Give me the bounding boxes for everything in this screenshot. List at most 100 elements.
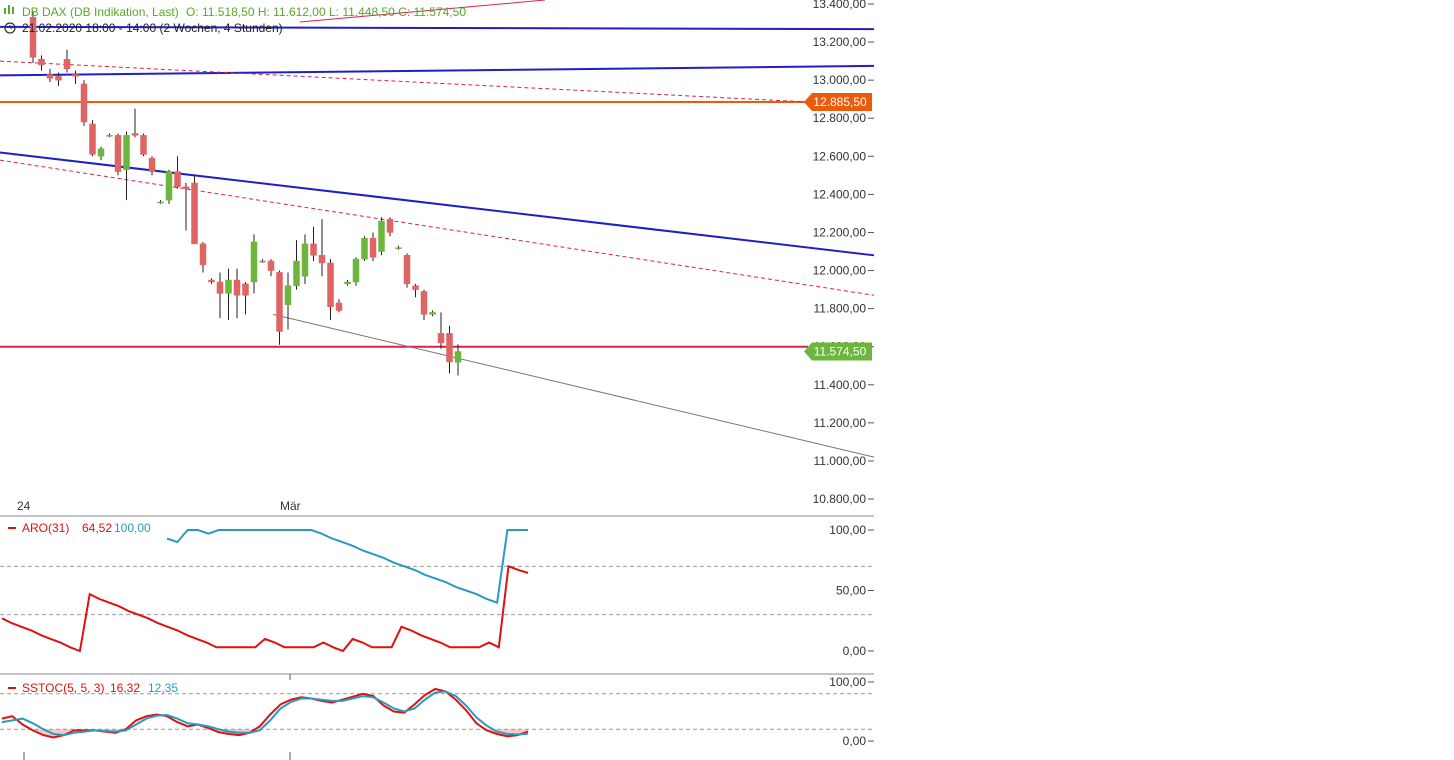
indicator-axis-tick-label: 100,00 — [829, 675, 866, 689]
indicator-axis-tick-label: 50,00 — [836, 584, 866, 598]
grey-support — [272, 313, 875, 458]
candle-body — [225, 279, 232, 294]
candle-body — [72, 74, 79, 77]
candlestick-series — [29, 11, 462, 376]
price-axis-tick-label: 12.600,00 — [813, 149, 867, 163]
candle-body — [361, 237, 368, 260]
bars-icon — [4, 5, 14, 14]
price-axis-tick-label: 13.200,00 — [813, 35, 867, 49]
candle-body — [63, 58, 71, 69]
candle-body — [174, 171, 181, 188]
series-line-0 — [166, 529, 528, 604]
price-axis-tick-label: 13.400,00 — [813, 0, 867, 11]
candle-body — [429, 312, 436, 315]
candle-body — [89, 123, 96, 155]
candle-body — [106, 135, 113, 137]
candle-body — [327, 262, 334, 307]
series-line-0 — [1, 687, 529, 739]
price-tag-1 — [804, 342, 872, 361]
candle-body — [250, 241, 258, 283]
candle-body — [378, 220, 385, 252]
drawing-lines — [0, 0, 875, 458]
candle-body — [182, 186, 190, 189]
time-axis-tick-label: 24 — [17, 499, 31, 513]
blue-trendline — [0, 151, 875, 257]
candle-body — [259, 260, 266, 263]
candle-body — [437, 333, 445, 344]
aro-legend-swatch — [8, 527, 16, 529]
candle-body — [199, 243, 207, 266]
price-axis-tick-label: 12.200,00 — [813, 225, 867, 239]
candle-body — [293, 260, 300, 287]
candle-body — [276, 272, 283, 332]
aro-legend-value-down: 64,52 — [82, 521, 112, 535]
blue-channel-top — [0, 64, 875, 77]
candle-body — [403, 255, 411, 285]
candle-body — [46, 74, 54, 79]
candle-body — [38, 58, 45, 66]
time-axis-tick-label: Mär — [280, 499, 301, 513]
chart-header: DB DAX (DB Indikation, Last) O: 11.518,5… — [4, 5, 466, 35]
candle-body — [216, 281, 224, 294]
price-tag-0 — [804, 92, 872, 111]
candle-body — [446, 333, 453, 363]
candle-body — [191, 182, 198, 245]
candle-body — [344, 281, 351, 285]
candle-body — [97, 148, 105, 157]
price-axis-tick-label: 11.000,00 — [814, 454, 867, 468]
sstoc-legend-value-k: 16,32 — [110, 681, 140, 695]
period-label[interactable]: 21.02.2020 18:00 - 14:00 (2 Wochen, 4 St… — [22, 21, 283, 35]
red-dashed-lower — [0, 159, 875, 296]
ohlc-readout: O: 11.518,50 H: 11.612,00 L: 11.448,50 C… — [186, 5, 466, 19]
candle-body — [114, 135, 122, 172]
clock-icon — [4, 22, 16, 34]
aro-panel: 100,00 50,00 0,00 — [0, 523, 874, 658]
indicator-axis-tick-label: 100,00 — [829, 523, 866, 537]
sstoc-legend[interactable]: SSTOC(5, 5, 3) 16,32 12,35 — [8, 681, 178, 695]
indicator-axis-tick-label: 0,00 — [843, 644, 867, 658]
price-tag-label-0: 12.885,50 — [813, 95, 867, 109]
candle-body — [310, 243, 317, 256]
candle-body — [29, 17, 37, 58]
candle-body — [148, 157, 156, 172]
price-axis-tick-label: 12.400,00 — [813, 187, 867, 201]
candle-body — [352, 258, 360, 283]
price-axis-tick-label: 12.000,00 — [813, 264, 867, 278]
candle-body — [369, 237, 377, 258]
candle-body — [335, 302, 343, 311]
candle-body — [123, 135, 130, 170]
sstoc-legend-swatch — [8, 687, 16, 689]
series-line-1 — [1, 690, 529, 737]
candle-body — [140, 135, 147, 155]
aro-legend-name: ARO(31) — [22, 521, 69, 535]
candle-body — [208, 279, 215, 283]
aro-legend[interactable]: ARO(31) 64,52 100,00 — [8, 521, 151, 535]
price-axis-tick-label: 11.800,00 — [814, 302, 867, 316]
candle-body — [420, 291, 428, 315]
sstoc-legend-name: SSTOC(5, 5, 3) — [22, 681, 104, 695]
price-tag-label-1: 11.574,50 — [814, 345, 867, 359]
red-dashed-upper — [0, 60, 809, 103]
candle-body — [80, 83, 88, 123]
price-axis: 24 Mär 13.400,00 13.200,00 13.000,00 12.800,0… — [17, 0, 874, 513]
indicator-axis-tick-label: 0,00 — [843, 734, 867, 748]
candle-body — [242, 283, 249, 296]
instrument-label[interactable]: DB DAX (DB Indikation, Last) — [22, 5, 179, 19]
candle-body — [267, 260, 275, 271]
price-axis-tick-label: 10.800,00 — [813, 492, 867, 506]
candle-body — [157, 201, 164, 204]
sstoc-legend-value-d: 12,35 — [148, 681, 178, 695]
candle-body — [412, 285, 419, 290]
price-axis-tick-label: 11.400,00 — [814, 378, 867, 392]
candle-body — [165, 171, 173, 201]
series-line-1 — [1, 564, 529, 653]
candle-body — [386, 218, 394, 233]
sstoc-panel: 100,00 0,00 — [0, 674, 874, 760]
candle-body — [233, 279, 241, 296]
candle-body — [454, 351, 462, 363]
candle-body — [395, 247, 402, 249]
candle-body — [284, 285, 292, 306]
candle-body — [301, 243, 309, 277]
red-trendline-top — [299, 0, 546, 23]
